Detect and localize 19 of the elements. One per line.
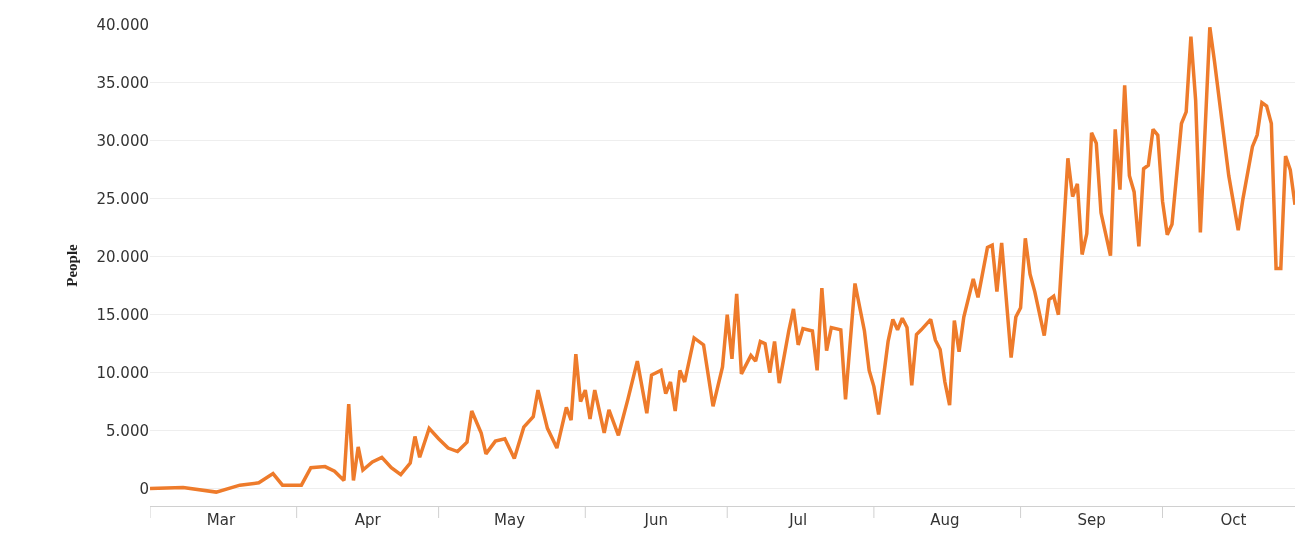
x-tick-label: May [494, 511, 526, 529]
y-tick-label: 15.000 [96, 306, 149, 325]
y-tick-label: 40.000 [96, 16, 149, 35]
y-tick-label: 25.000 [96, 190, 149, 209]
x-tick-label: Jul [788, 511, 808, 529]
x-tick-label: Jun [643, 511, 668, 529]
y-axis-title: People [63, 243, 80, 287]
x-tick-label: Oct [1220, 511, 1247, 529]
line-series [150, 25, 1295, 494]
x-tick-label: Apr [354, 511, 382, 529]
x-tick-label: Aug [930, 511, 960, 529]
y-tick-label: 30.000 [96, 132, 149, 151]
x-tick-label: Mar [206, 511, 236, 529]
y-tick-label: 0 [139, 479, 149, 498]
y-tick-label: 20.000 [96, 248, 149, 267]
x-tick-label: Sep [1077, 511, 1106, 529]
y-tick-label: 5.000 [106, 421, 149, 440]
y-tick-label: 35.000 [96, 74, 149, 93]
y-tick-label: 10.000 [96, 363, 149, 382]
